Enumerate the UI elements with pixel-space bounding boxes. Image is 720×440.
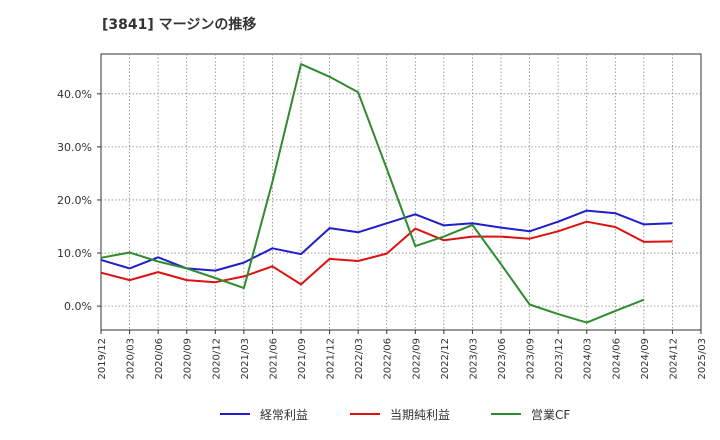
- x-tick-label: 2024/09: [640, 338, 651, 380]
- legend-label: 営業CF: [531, 408, 570, 422]
- y-tick-label: 30.0%: [57, 141, 92, 154]
- y-tick-label: 40.0%: [57, 88, 92, 101]
- x-tick-label: 2021/09: [297, 338, 308, 380]
- x-tick-label: 2022/12: [440, 338, 451, 380]
- y-tick-label: 10.0%: [57, 247, 92, 260]
- x-tick-label: 2021/03: [240, 338, 251, 380]
- x-tick-label: 2020/06: [154, 338, 165, 380]
- grid-layer: [101, 54, 701, 330]
- x-tick-label: 2023/12: [554, 338, 565, 380]
- x-tick-label: 2021/06: [268, 338, 279, 380]
- series-line: [100, 209, 673, 272]
- x-tick-label: 2024/06: [611, 338, 622, 380]
- legend: 経常利益 当期純利益 営業CF: [220, 408, 570, 422]
- legend-label: 当期純利益: [390, 408, 450, 422]
- plot-area: [100, 53, 702, 331]
- x-tick-label: 2024/03: [583, 338, 594, 380]
- x-tick-label: 2022/03: [354, 338, 365, 380]
- x-tick-label: 2020/09: [183, 338, 194, 380]
- x-axis-ticks: 2019/12 2020/03 2020/06 2020/09 2020/12 2021/…: [97, 330, 708, 380]
- x-tick-label: 2024/12: [668, 338, 679, 380]
- x-tick-label: 2019/12: [97, 338, 108, 380]
- series-line: [100, 220, 673, 286]
- legend-label: 経常利益: [260, 408, 308, 422]
- y-tick-label: 0.0%: [64, 300, 92, 313]
- series-layer: [100, 63, 673, 324]
- x-tick-label: 2023/09: [526, 338, 537, 380]
- chart-title: [3841] マージンの推移: [102, 17, 257, 33]
- y-axis-ticks: 0.0% 10.0% 20.0% 30.0% 40.0%: [57, 88, 101, 313]
- x-tick-label: 2022/06: [383, 338, 394, 380]
- x-tick-label: 2021/12: [326, 338, 337, 380]
- x-tick-label: 2023/06: [497, 338, 508, 380]
- y-tick-label: 20.0%: [57, 194, 92, 207]
- x-tick-label: 2023/03: [468, 338, 479, 380]
- x-tick-label: 2020/03: [126, 338, 137, 380]
- x-tick-label: 2022/09: [411, 338, 422, 380]
- x-tick-label: 2025/03: [697, 338, 708, 380]
- x-tick-label: 2020/12: [211, 338, 222, 380]
- series-line: [100, 63, 645, 324]
